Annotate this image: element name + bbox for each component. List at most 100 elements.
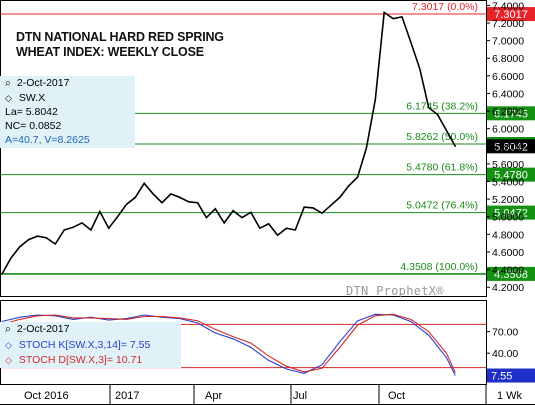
price-point xyxy=(339,196,341,198)
watermark: DTN ProphetX® xyxy=(346,284,444,298)
price-point xyxy=(196,202,199,204)
stoch-y-tick-label: 40.00 xyxy=(492,348,518,360)
x-axis-label: Oct xyxy=(388,390,405,402)
price-point xyxy=(436,113,439,116)
price-point xyxy=(223,222,225,224)
stoch-date: 2-Oct-2017 xyxy=(16,323,70,335)
timeframe-label: 1 Wk xyxy=(497,390,523,402)
x-axis-label: 2017 xyxy=(115,390,139,402)
price-point xyxy=(36,235,39,237)
x-axis-label: Jul xyxy=(293,390,307,402)
price-point xyxy=(330,204,332,206)
price-point xyxy=(356,176,359,178)
price-point xyxy=(99,210,101,213)
price-point xyxy=(285,227,288,229)
fib-level-tag-text: 6.1745 xyxy=(494,108,528,120)
price-point xyxy=(10,257,12,259)
price-point xyxy=(134,196,136,198)
x-axis-label: Apr xyxy=(205,390,222,402)
info-symbol-row: ◇ SW.X xyxy=(5,92,45,104)
stoch-info-box: ⌕ 2-Oct-2017 ◇ STOCH K[SW.X,3,14]= 7.55 … xyxy=(0,322,181,368)
price-y-tick-label: 6.4000 xyxy=(492,88,524,100)
stoch-k-row: ◇ STOCH K[SW.X,3,14]= 7.55 xyxy=(5,339,150,351)
price-point xyxy=(401,16,403,18)
stoch-d-label: STOCH D[SW.X,3]= 10.71 xyxy=(18,354,143,366)
price-point xyxy=(348,185,350,187)
x-axis-label: Oct 2016 xyxy=(24,390,69,402)
price-y-tick-label: 7.0000 xyxy=(492,36,524,48)
price-point xyxy=(303,206,305,208)
fib-level-tag xyxy=(487,205,535,220)
magnify-icon: ⌕ xyxy=(5,77,11,89)
price-y-tick-label: 4.2000 xyxy=(492,282,524,294)
price-point xyxy=(410,41,412,43)
price-y-tick-label: 6.8000 xyxy=(492,53,524,65)
fib-level-tag xyxy=(487,266,535,281)
price-point xyxy=(19,246,21,248)
price-point xyxy=(28,239,30,241)
info-last: La= 5.8042 xyxy=(5,106,58,118)
info-date: 2-Oct-2017 xyxy=(16,77,70,89)
price-y-tick-label: 6.0000 xyxy=(492,124,524,136)
fib-level-tag-text: 5.0472 xyxy=(494,208,528,220)
price-point xyxy=(108,227,110,229)
fib-level-label: 7.3017 (0.0%) xyxy=(412,1,478,13)
info-volume: A=40.7, V=8.2625 xyxy=(5,134,90,146)
price-point xyxy=(445,129,448,132)
price-point xyxy=(259,227,261,229)
price-series-line xyxy=(1,10,456,275)
price-point xyxy=(392,18,394,20)
price-point xyxy=(72,226,74,228)
price-point xyxy=(170,193,172,195)
price-y-tick-label: 7.4000 xyxy=(492,0,524,12)
diamond-icon: ◇ xyxy=(5,93,12,103)
fib-level-tag-text: 5.4780 xyxy=(494,170,528,182)
price-point xyxy=(232,209,234,212)
price-point xyxy=(294,229,296,231)
diamond-icon: ◇ xyxy=(5,340,12,350)
info-date-row: ⌕ 2-Oct-2017 xyxy=(5,77,69,90)
price-last-value-text: 5.8042 xyxy=(494,141,528,153)
info-net-change: NC= 0.0852 xyxy=(5,120,62,132)
fib-level-tag xyxy=(487,7,535,22)
chart-title: DTN NATIONAL HARD RED SPRING WHEAT INDEX… xyxy=(16,30,224,60)
price-last-value-tag xyxy=(487,139,535,154)
price-point xyxy=(152,193,154,195)
price-y-tick-label: 5.0000 xyxy=(492,212,524,224)
fib-level-label: 6.1745 (38.2%) xyxy=(406,100,478,112)
fib-level-tag xyxy=(487,106,535,121)
fib-level-label: 5.4780 (61.8%) xyxy=(406,162,478,174)
price-point xyxy=(1,273,3,275)
price-y-tick-label: 4.4000 xyxy=(492,265,524,277)
price-point xyxy=(205,217,208,219)
price-point xyxy=(179,196,181,198)
stoch-k-label: STOCH K[SW.X,3,14]= 7.55 xyxy=(18,339,151,351)
price-point xyxy=(276,234,279,236)
price-point xyxy=(428,106,430,109)
fib-level-tag-text: 4.3508 xyxy=(494,269,528,281)
price-y-tick-label: 5.2000 xyxy=(492,194,524,206)
price-point xyxy=(419,68,421,70)
price-y-tick-label: 5.8000 xyxy=(492,141,524,153)
price-point xyxy=(374,99,376,101)
chart-title-text: DTN NATIONAL HARD RED SPRING WHEAT INDEX… xyxy=(16,30,224,59)
fib-level-label: 5.0472 (76.4%) xyxy=(406,200,478,212)
fib-level-tag-text: 7.3017 xyxy=(494,9,528,21)
price-point xyxy=(268,223,270,225)
price-y-tick-label: 7.2000 xyxy=(492,18,524,30)
price-point xyxy=(321,212,323,214)
price-point xyxy=(454,145,456,147)
price-point xyxy=(214,208,216,210)
fib-level-label: 5.8262 (50.0%) xyxy=(406,131,478,143)
stoch-last-value-tag xyxy=(487,368,535,383)
diamond-icon: ◇ xyxy=(5,355,12,365)
stoch-d-row: ◇ STOCH D[SW.X,3]= 10.71 xyxy=(5,354,142,366)
info-symbol: SW.X xyxy=(18,92,46,104)
price-y-tick-label: 4.8000 xyxy=(492,229,524,241)
price-point xyxy=(116,216,119,218)
price-point xyxy=(188,201,190,203)
price-point xyxy=(63,229,65,231)
price-point xyxy=(365,147,368,149)
price-y-tick-label: 6.6000 xyxy=(492,71,524,83)
